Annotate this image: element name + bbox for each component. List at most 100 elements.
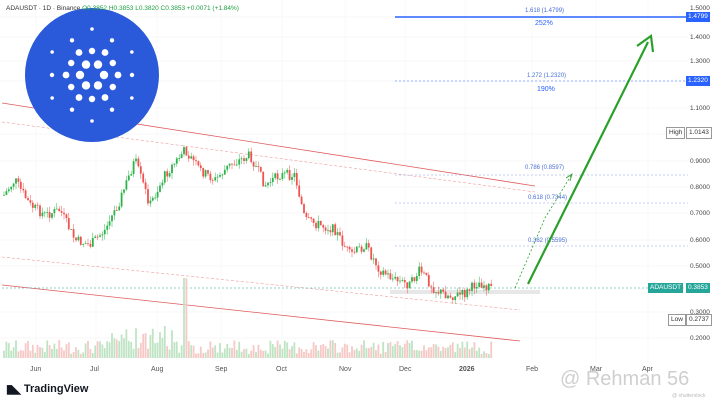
cardano-dot [88,95,96,103]
volume-bar [130,342,133,358]
fib-label-0382: 0.382 (0.5595) [528,238,567,244]
candle-body [89,243,92,247]
candle-body [288,170,291,180]
candle-body [286,170,289,173]
candle-body [65,214,68,219]
candle-body [77,236,80,241]
y-tick-label: 0.9000 [690,158,710,165]
volume-bar [173,342,176,358]
volume-bar [120,334,123,358]
volume-bar [132,348,135,358]
candle-body [70,229,73,230]
volume-bar [190,345,193,358]
tradingview-mark-icon: ▮◣ [6,382,21,396]
y-tick-top: 1.5000 [690,5,710,12]
volume-bar [459,347,461,358]
volume-bar [401,347,404,358]
volume-bar [478,347,481,358]
volume-bar [216,352,219,358]
candle-body [84,243,87,245]
candle-body [27,198,29,201]
volume-bar [175,341,178,358]
candle-body [55,208,58,210]
candle-body [399,280,401,282]
volume-bar [322,344,325,358]
volume-bar [370,346,373,358]
candle-body [300,196,303,205]
volume-bar [178,352,181,358]
author-watermark: @ Rehman 56 [560,368,690,390]
candle-body [22,188,25,191]
volume-bar [53,343,56,358]
candle-body [233,164,236,166]
volume-bar [389,342,392,358]
high-value: 1.0143 [686,127,712,139]
cardano-dot [109,59,116,67]
candle-body [187,155,190,159]
candle-body [375,258,377,266]
candle-body [108,221,111,226]
volume-bar [67,342,70,358]
x-tick-label: Jun [30,366,41,373]
volume-bar [243,349,245,358]
candle-body [391,278,394,280]
volume-bar [449,344,452,358]
volume-bar [471,347,473,358]
candle-body [58,208,61,212]
volume-bar [387,343,389,358]
cardano-dot [109,83,116,91]
cardano-dot [90,119,94,123]
cardano-dot [90,27,94,31]
volume-bar [10,350,13,358]
volume-bar [247,353,250,358]
candle-body [463,290,466,298]
candle-body [238,159,241,165]
candle-body [123,189,125,193]
cardano-dot [93,81,103,90]
candle-body [319,220,322,226]
time-axis[interactable]: Jun Jul Aug Sep Oct Nov Dec 2026 Feb Mar Apr [30,366,654,373]
x-tick-label: Sep [215,366,228,373]
volume-bar [418,350,421,358]
volume-bar [303,351,305,358]
current-price-tag: 0.3853 [686,283,710,293]
candle-body [75,237,77,241]
volume-bar [264,350,267,358]
volume-bar [355,348,358,358]
cardano-dot [109,107,115,112]
candle-body [471,282,473,291]
candle-body [17,178,20,182]
volume-bar [207,349,209,358]
volume-bar [269,340,272,358]
candle-body [130,174,133,176]
channel-lower-line [1,284,521,342]
price-tag-fib-mid: 1.2320 [686,76,710,86]
volume-bar [334,342,337,358]
candle-body [163,171,166,183]
volume-bar [444,348,447,358]
candle-body [480,282,483,288]
volume-bar [36,344,39,358]
volume-bar [281,348,284,358]
candle-body [367,243,370,248]
candle-body [185,147,188,156]
volume-bar [341,347,344,358]
candle-body [228,163,231,166]
volume-bar [427,347,430,358]
volume-bar [490,341,493,358]
candle-body [478,282,481,287]
candle-body [87,243,89,245]
volume-bar [485,353,488,358]
candle-body [142,173,145,183]
candle-body [173,163,176,165]
candle-body [257,165,260,167]
tradingview-logo[interactable]: ▮◣ TradingView [6,382,88,396]
x-tick-label: Feb [526,366,538,373]
candle-body [72,229,75,238]
y-tick-label: 0.7000 [690,210,710,217]
volume-bar [192,345,195,358]
volume-bar [324,345,327,358]
candle-body [279,178,281,180]
candle-body [432,287,435,293]
